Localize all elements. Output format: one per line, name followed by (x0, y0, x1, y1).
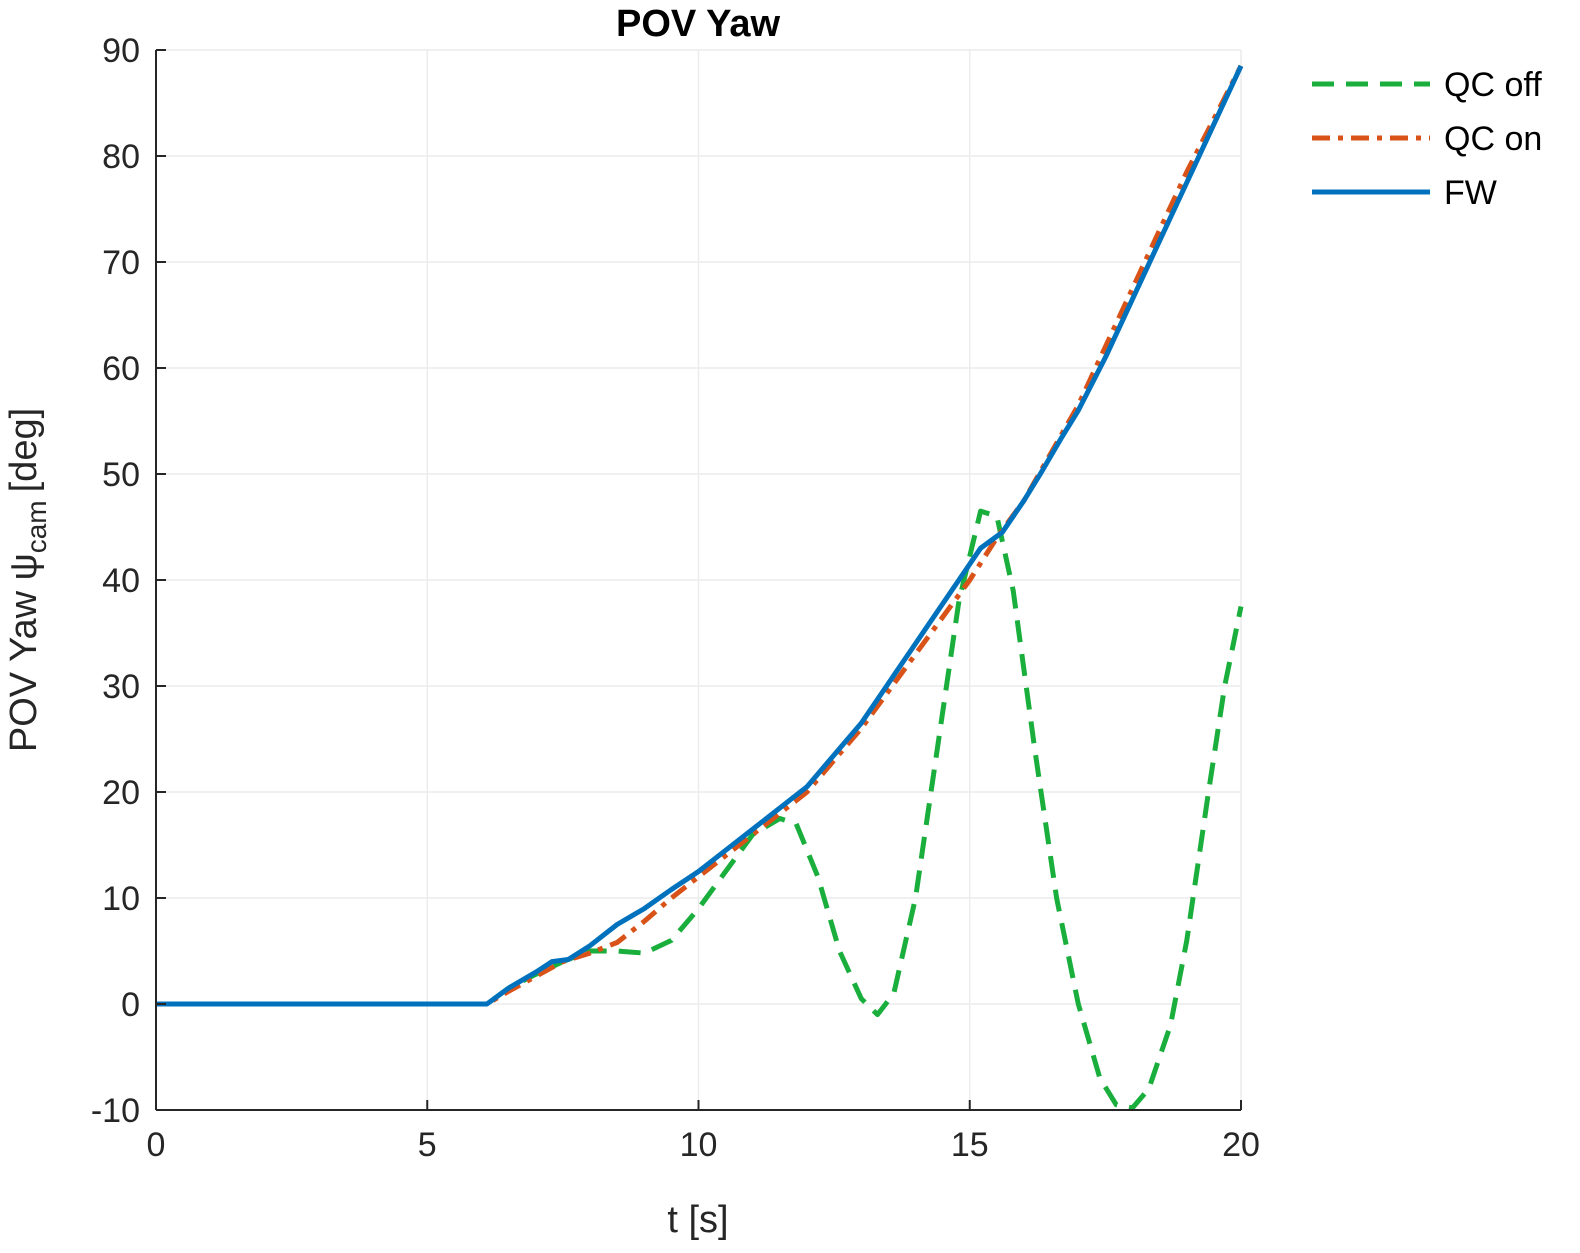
x-tick-label-0: 0 (147, 1126, 166, 1164)
y-tick-label-3: 20 (102, 774, 140, 812)
series-line-fw (156, 64, 1244, 1007)
y-tick-label-7: 60 (102, 350, 140, 388)
y-tick-label-5: 40 (102, 562, 140, 600)
y-tick-label-4: 30 (102, 668, 140, 706)
y-tick-label-9: 80 (102, 138, 140, 176)
legend-label-fw: FW (1444, 174, 1497, 212)
y-tick-label-6: 50 (102, 456, 140, 494)
series-line-qc-off (156, 508, 1244, 1111)
y-axis-label: POV Yaw ψcam [deg] (3, 408, 52, 752)
axes (155, 49, 1242, 1111)
y-axis-label-subscript: cam (21, 500, 52, 553)
y-tick-label-10: 90 (102, 32, 140, 70)
x-tick-label-3: 15 (951, 1126, 989, 1164)
x-axis-label: t [s] (667, 1199, 728, 1241)
y-tick-label-0: -10 (91, 1092, 140, 1130)
legend-label-qc-on: QC on (1444, 120, 1542, 158)
y-axis-label-unit: [deg] (3, 408, 45, 493)
x-tick-label-2: 10 (680, 1126, 718, 1164)
y-tick-label-1: 0 (121, 986, 140, 1024)
legend: QC off QC on FW (1312, 66, 1542, 212)
chart-title: POV Yaw (616, 3, 781, 45)
y-axis-label-main: POV Yaw ψ (3, 553, 45, 752)
series-lines (156, 64, 1244, 1111)
legend-label-qc-off: QC off (1444, 66, 1542, 104)
grid-lines (155, 49, 1242, 1111)
y-tick-label-2: 10 (102, 880, 140, 918)
x-tick-label-1: 5 (418, 1126, 437, 1164)
x-tick-label-4: 20 (1222, 1126, 1260, 1164)
y-tick-label-8: 70 (102, 244, 140, 282)
